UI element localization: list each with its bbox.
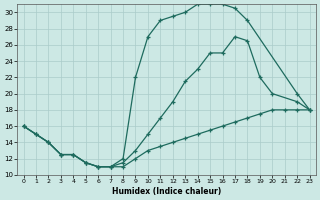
X-axis label: Humidex (Indice chaleur): Humidex (Indice chaleur) — [112, 187, 221, 196]
